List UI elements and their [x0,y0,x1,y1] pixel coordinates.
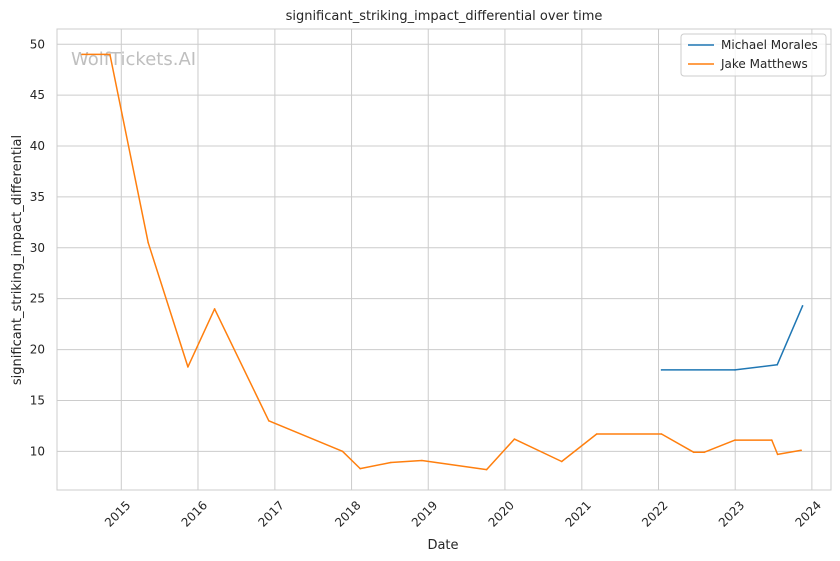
data-point-jake-matthews [513,438,516,440]
x-gridlines [120,29,813,490]
x-tick-label: 2018 [332,498,363,529]
y-tick-label: 25 [30,292,45,306]
plot-area [57,29,831,490]
watermark: WolfTickets.AI [71,49,196,70]
x-tick-label: 2016 [179,498,210,529]
data-point-jake-matthews [771,439,773,441]
y-tick-label: 50 [30,37,45,51]
legend-label-michael-morales: Michael Morales [721,38,818,52]
data-point-jake-matthews [776,453,779,456]
chart-title: significant_striking_impact_differential… [286,9,603,24]
y-tick-label: 45 [30,88,45,102]
y-axis-label: significant_striking_impact_differential [10,135,25,385]
data-point-jake-matthews [734,439,736,441]
data-point-michael-morales [776,364,778,366]
data-point-michael-morales [660,369,663,371]
plot-frame [56,28,832,491]
x-tick-label: 2022 [639,498,670,529]
data-point-jake-matthews [341,450,344,453]
data-point-jake-matthews [800,449,802,452]
y-tick-label: 35 [30,190,45,204]
legend-label-jake-matthews: Jake Matthews [720,57,808,71]
x-tick-label: 2017 [255,498,286,529]
data-point-jake-matthews [421,459,423,462]
y-tick-label: 15 [30,393,45,407]
x-tick-label: 2023 [716,498,747,529]
data-point-jake-matthews [213,308,216,310]
x-tick-label: 2024 [793,498,824,529]
data-point-jake-matthews [268,420,270,422]
data-point-jake-matthews [390,461,392,464]
x-tick-label: 2019 [409,498,440,529]
y-tick-labels: 10 15 20 25 30 35 40 45 50 [30,37,45,458]
data-point-jake-matthews [147,241,149,244]
data-point-jake-matthews [703,451,705,454]
data-point-michael-morales [801,305,804,307]
y-tick-label: 40 [30,139,45,153]
legend-box [680,33,827,77]
y-tick-label: 10 [30,444,45,458]
series-layer [81,53,804,471]
data-point-jake-matthews [81,53,83,56]
data-point-jake-matthews [693,451,695,454]
x-tick-label: 2020 [486,498,517,529]
x-tick-labels: 2015 2016 2017 2018 2019 2020 2021 2022 2023 2024 [102,498,824,529]
data-point-jake-matthews [187,366,189,368]
y-tick-label: 20 [30,343,45,357]
data-point-jake-matthews [660,433,663,435]
x-axis-label: Date [427,538,458,553]
y-gridlines [57,43,831,452]
x-tick-label: 2021 [562,498,593,529]
data-point-jake-matthews [560,460,563,463]
legend: Michael Morales Jake Matthews [680,33,827,77]
data-point-jake-matthews [485,468,488,471]
data-point-jake-matthews [595,433,598,435]
y-tick-label: 30 [30,241,45,255]
data-point-jake-matthews [109,53,111,56]
data-point-michael-morales [734,369,736,371]
x-tick-label: 2015 [102,498,133,529]
data-point-jake-matthews [359,467,362,470]
series-line-michael-morales [661,305,804,371]
